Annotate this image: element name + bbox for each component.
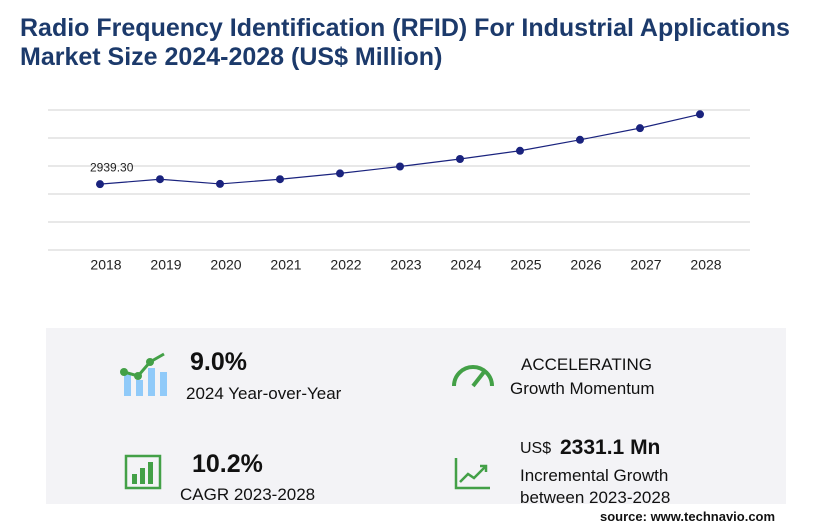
point — [336, 169, 344, 178]
x-tick-label: 2022 — [330, 257, 361, 273]
x-tick-label: 2024 — [450, 257, 481, 273]
kpi-label: between 2023-2028 — [520, 488, 671, 507]
point — [276, 175, 284, 184]
gauge-icon — [452, 365, 494, 388]
x-tick-label: 2020 — [210, 257, 241, 273]
trend-icon — [454, 458, 490, 490]
chart: 2018 2019 2020 2021 2022 2023 2024 2025 2026 2027… — [48, 109, 750, 273]
point — [636, 124, 644, 133]
kpi-value: 9.0% — [190, 348, 247, 376]
point — [156, 175, 164, 184]
source: source: www.technavio.com — [600, 509, 776, 524]
point — [96, 180, 104, 189]
kpi-label: CAGR 2023-2028 — [180, 485, 316, 504]
bar-chart-icon — [124, 454, 162, 490]
kpi-label: Growth Momentum — [510, 379, 655, 398]
x-tick-label: 2026 — [570, 257, 601, 273]
data-label: 2939.30 — [90, 160, 134, 174]
line — [99, 113, 701, 185]
point — [456, 154, 464, 163]
kpi-panel — [46, 328, 786, 504]
x-tick-label: 2019 — [150, 257, 181, 273]
kpi-unit: US$ — [520, 440, 552, 457]
point — [696, 110, 704, 119]
x-tick-label: 2028 — [690, 257, 721, 273]
point — [516, 146, 524, 155]
point — [576, 135, 584, 144]
kpi-value: ACCELERATING — [521, 355, 652, 374]
kpi-value: 2331.1 Mn — [560, 436, 661, 459]
bar-growth-icon — [120, 352, 167, 396]
point — [216, 179, 224, 188]
chart-title: Radio Frequency Identification (RFID) Fo… — [20, 14, 790, 71]
x-tick-label: 2018 — [90, 257, 121, 273]
kpi-label: Incremental Growth — [520, 466, 669, 485]
x-tick-label: 2027 — [630, 257, 661, 273]
kpi-label: 2024 Year-over-Year — [186, 384, 342, 403]
kpi-value: 10.2% — [192, 450, 263, 478]
x-tick-label: 2021 — [270, 257, 301, 273]
x-tick-label: 2025 — [510, 257, 541, 273]
x-tick-label: 2023 — [390, 257, 421, 273]
point — [396, 162, 404, 171]
